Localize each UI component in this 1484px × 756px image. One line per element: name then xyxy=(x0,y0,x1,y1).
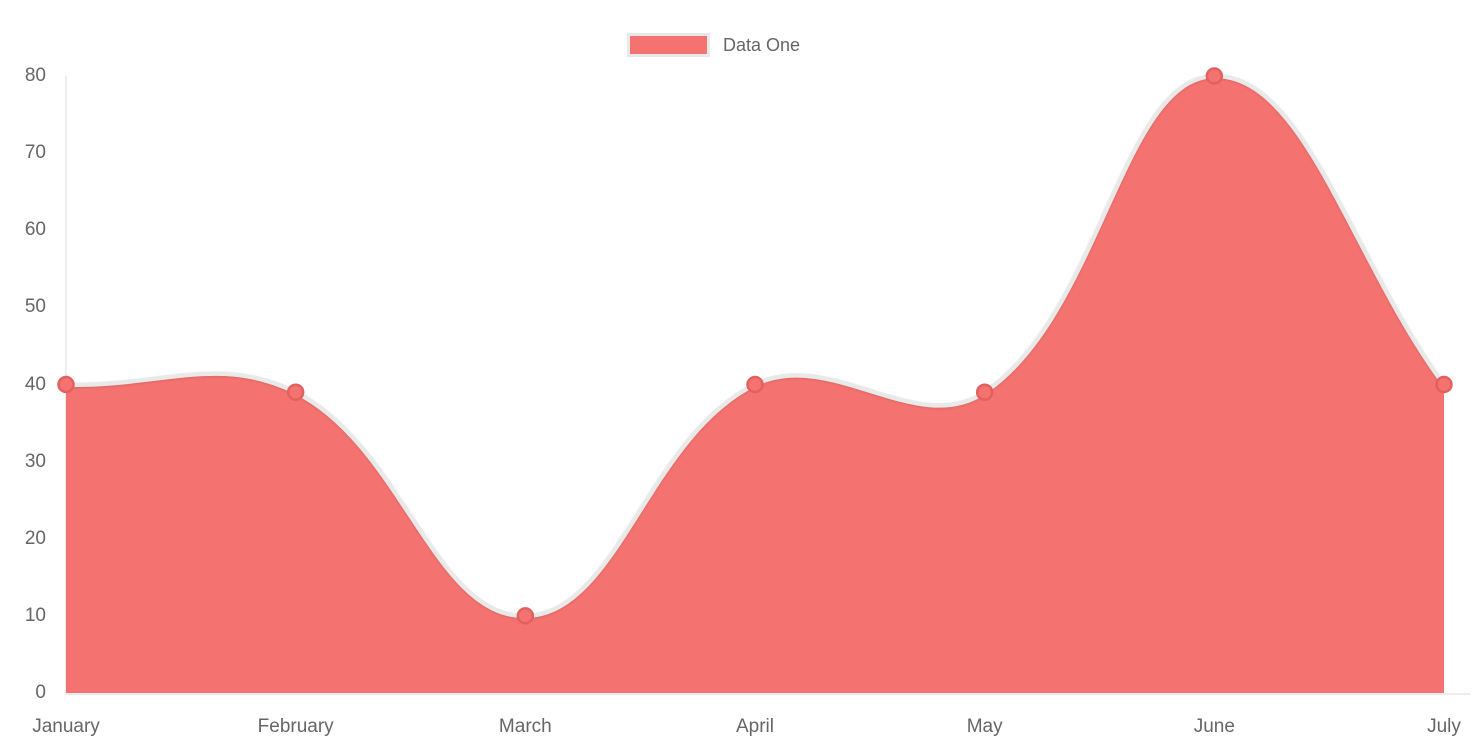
x-axis-label-february: February xyxy=(257,716,334,737)
x-axis-label-march: March xyxy=(498,716,552,737)
x-axis-label-april: April xyxy=(735,716,774,737)
x-axis-label-january: January xyxy=(32,716,100,737)
data-point-july[interactable] xyxy=(1435,375,1453,394)
legend-label: Data One xyxy=(723,34,801,55)
legend-swatch xyxy=(627,33,710,57)
y-axis-tick-40: 40 xyxy=(24,373,46,395)
x-axis-label-may: May xyxy=(966,716,1003,737)
data-point-may[interactable] xyxy=(975,383,994,401)
data-point-june[interactable] xyxy=(1205,67,1224,85)
y-axis-tick-80: 80 xyxy=(24,65,46,86)
data-point-april[interactable] xyxy=(746,375,764,394)
x-axis-label-july: July xyxy=(1427,716,1461,737)
y-axis-tick-0: 0 xyxy=(35,682,46,703)
y-axis-tick-70: 70 xyxy=(24,142,46,164)
y-axis-tick-60: 60 xyxy=(24,219,46,241)
y-axis-tick-10: 10 xyxy=(24,604,46,626)
area-fill xyxy=(66,75,1444,693)
y-axis-tick-20: 20 xyxy=(24,527,46,549)
data-point-march[interactable] xyxy=(516,607,535,625)
y-axis-tick-30: 30 xyxy=(24,450,46,472)
x-axis-label-june: June xyxy=(1193,716,1235,737)
legend-item-data-one[interactable]: Data One xyxy=(627,33,800,57)
y-axis-tick-50: 50 xyxy=(24,296,46,318)
data-point-february[interactable] xyxy=(286,383,305,401)
data-point-january[interactable] xyxy=(57,375,75,394)
